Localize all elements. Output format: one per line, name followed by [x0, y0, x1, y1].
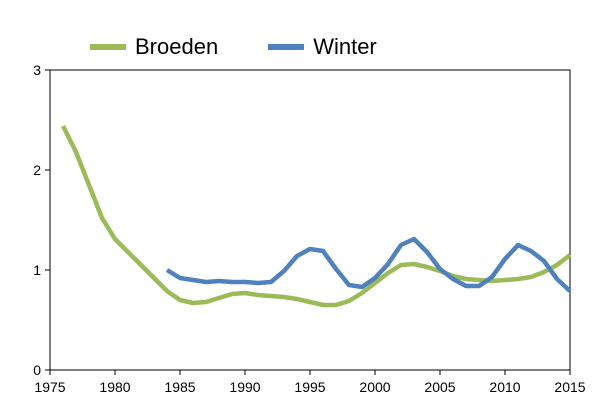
x-tick-label: 1995: [294, 379, 325, 395]
series-line-broeden: [60, 124, 572, 308]
legend-item-broeden: Broeden: [90, 34, 218, 60]
legend-swatch-winter: [268, 44, 305, 50]
x-tick-label: 1985: [164, 379, 195, 395]
x-tick-label: 1980: [99, 379, 130, 395]
series-line-winter: [165, 236, 572, 293]
y-tick-label: 1: [33, 262, 41, 278]
y-tick-label: 3: [33, 62, 41, 78]
y-tick-label: 0: [33, 362, 41, 378]
x-tick-label: 1990: [229, 379, 260, 395]
legend-swatch-broeden: [90, 44, 126, 50]
legend-label-winter: Winter: [313, 34, 377, 59]
legend-label-broeden: Broeden: [135, 34, 219, 59]
plot-area-border: [49, 69, 571, 371]
y-tick-label: 2: [33, 162, 41, 178]
x-tick-label: 2010: [489, 379, 520, 395]
x-tick-label: 2000: [359, 379, 390, 395]
x-tick-label: 2005: [424, 379, 455, 395]
x-tick-label: 2015: [554, 379, 585, 395]
legend-item-winter: Winter: [268, 34, 377, 60]
x-tick-label: 1975: [34, 379, 65, 395]
chart-legend: Broeden Winter: [90, 33, 427, 61]
